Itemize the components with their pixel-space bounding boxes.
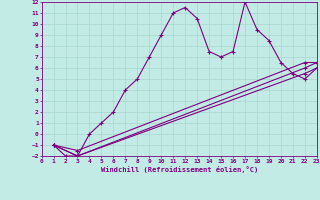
X-axis label: Windchill (Refroidissement éolien,°C): Windchill (Refroidissement éolien,°C) [100, 166, 258, 173]
